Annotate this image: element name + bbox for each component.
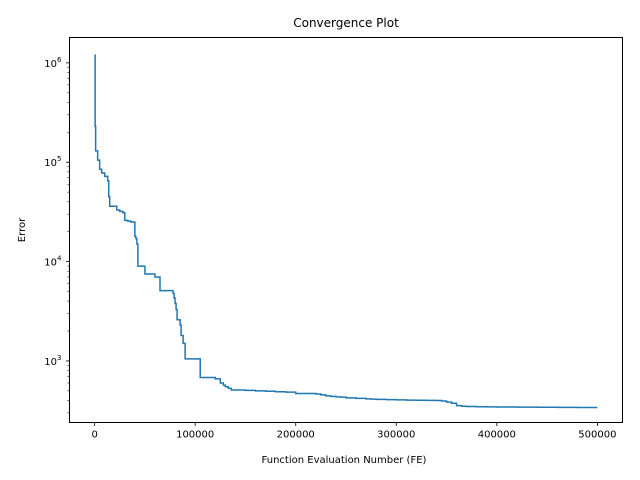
y-tick-label: 103 <box>44 354 61 368</box>
chart-title: Convergence Plot <box>293 16 399 30</box>
x-axis-title: Function Evaluation Number (FE) <box>262 455 427 466</box>
plot-frame <box>69 37 623 423</box>
y-axis: 103 104 105 106 <box>44 56 70 414</box>
y-tick-label: 106 <box>44 56 62 70</box>
x-tick-label: 500000 <box>578 430 616 441</box>
x-tick-label: 0 <box>91 430 97 441</box>
x-tick-label: 100000 <box>176 430 214 441</box>
x-axis: 0 100000 200000 300000 400000 500000 <box>91 422 616 441</box>
x-tick-label: 300000 <box>377 430 415 441</box>
x-tick-label: 400000 <box>478 430 516 441</box>
y-axis-title: Error <box>17 217 28 242</box>
x-tick-label: 200000 <box>277 430 315 441</box>
y-tick-label: 105 <box>44 155 61 169</box>
y-tick-label: 104 <box>44 255 62 269</box>
plot-area <box>94 54 598 409</box>
series-line-0 <box>94 54 598 409</box>
